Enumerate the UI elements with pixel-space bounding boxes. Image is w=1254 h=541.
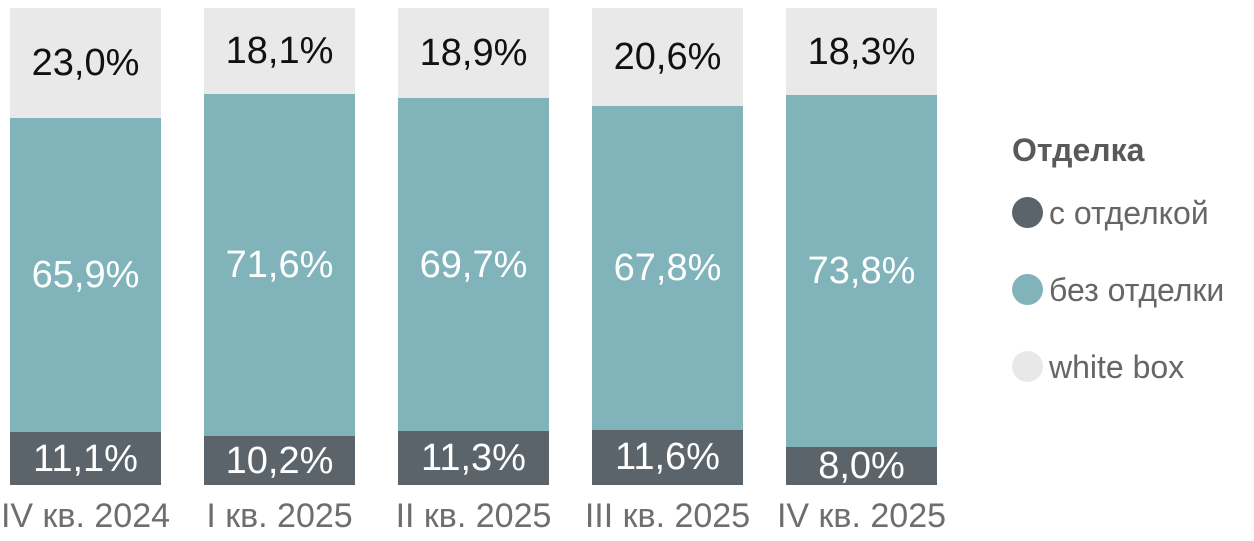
- bar-segment-с-отделкой: 11,1%: [10, 432, 161, 485]
- segment-value-label: 67,8%: [613, 246, 722, 289]
- bar-segment-без-отделки: 71,6%: [204, 94, 355, 437]
- category-label: IV кв. 2025: [776, 497, 947, 535]
- bar-segment-без-отделки: 69,7%: [398, 98, 549, 432]
- bar-segment-с-отделкой: 8,0%: [786, 444, 937, 487]
- bar-segment-без-отделки: 65,9%: [10, 117, 161, 433]
- segment-value-label: 8,0%: [818, 444, 905, 487]
- legend-title: Отделка: [1012, 132, 1145, 168]
- legend-swatch-icon: [1012, 351, 1043, 382]
- bar-column: 20,6% 67,8% 11,6%: [592, 8, 743, 485]
- category-label: III кв. 2025: [584, 497, 751, 535]
- segment-value-label: 18,1%: [225, 30, 334, 73]
- bar-segment-white-box: 18,1%: [204, 8, 355, 95]
- bar-segment-без-отделки: 73,8%: [786, 95, 937, 447]
- legend-item-white-box: white box: [1012, 348, 1252, 385]
- bar-column: 18,3% 73,8% 8,0%: [786, 8, 937, 485]
- bar-segment-без-отделки: 67,8%: [592, 106, 743, 430]
- legend-item-с-отделкой: с отделкой: [1012, 194, 1252, 231]
- segment-value-label: 65,9%: [31, 253, 140, 296]
- bar-segment-с-отделкой: 10,2%: [204, 436, 355, 485]
- segment-value-label: 11,6%: [615, 436, 720, 479]
- bar-segment-с-отделкой: 11,6%: [592, 429, 743, 485]
- segment-value-label: 11,1%: [33, 437, 138, 480]
- category-label: IV кв. 2024: [0, 497, 171, 535]
- bar-column: 23,0% 65,9% 11,1%: [10, 8, 161, 485]
- legend-item-без-отделки: без отделки: [1012, 271, 1252, 308]
- category-label: I кв. 2025: [206, 497, 353, 535]
- legend-items: с отделкой без отделки white box: [1012, 194, 1252, 385]
- bar-segment-white-box: 18,3%: [786, 8, 937, 96]
- segment-value-label: 73,8%: [807, 250, 916, 293]
- legend-swatch-icon: [1012, 274, 1043, 305]
- segment-value-label: 69,7%: [419, 243, 528, 286]
- bar-column: 18,1% 71,6% 10,2%: [204, 8, 355, 485]
- legend-item-label: с отделкой: [1049, 194, 1209, 231]
- legend-item-label: без отделки: [1049, 271, 1225, 308]
- legend-item-label: white box: [1049, 348, 1185, 385]
- segment-value-label: 23,0%: [31, 41, 140, 84]
- bar-segment-с-отделкой: 11,3%: [398, 431, 549, 485]
- segment-value-label: 18,3%: [807, 30, 916, 73]
- legend: Отделка с отделкой без отделки white box: [1012, 132, 1252, 385]
- segment-value-label: 11,3%: [421, 437, 526, 479]
- segment-value-label: 71,6%: [225, 244, 334, 287]
- legend-swatch-icon: [1012, 197, 1043, 228]
- segment-value-label: 20,6%: [613, 36, 722, 79]
- bar-segment-white-box: 20,6%: [592, 8, 743, 107]
- bar-segment-white-box: 23,0%: [10, 8, 161, 118]
- category-label: II кв. 2025: [395, 497, 552, 535]
- bar-column: 18,9% 69,7% 11,3%: [398, 8, 549, 485]
- bar-segment-white-box: 18,9%: [398, 8, 549, 99]
- segment-value-label: 18,9%: [419, 32, 528, 75]
- segment-value-label: 10,2%: [225, 439, 334, 482]
